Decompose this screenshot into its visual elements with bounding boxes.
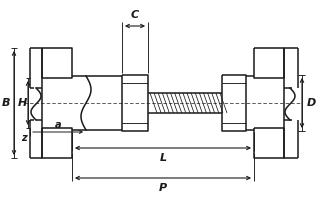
Text: H: H <box>17 98 27 108</box>
Text: D: D <box>306 98 316 108</box>
Text: P: P <box>159 183 167 193</box>
Text: L: L <box>159 153 167 163</box>
Text: a: a <box>55 120 61 130</box>
Text: C: C <box>131 10 139 20</box>
Text: z: z <box>21 133 27 143</box>
Text: B: B <box>2 98 10 108</box>
